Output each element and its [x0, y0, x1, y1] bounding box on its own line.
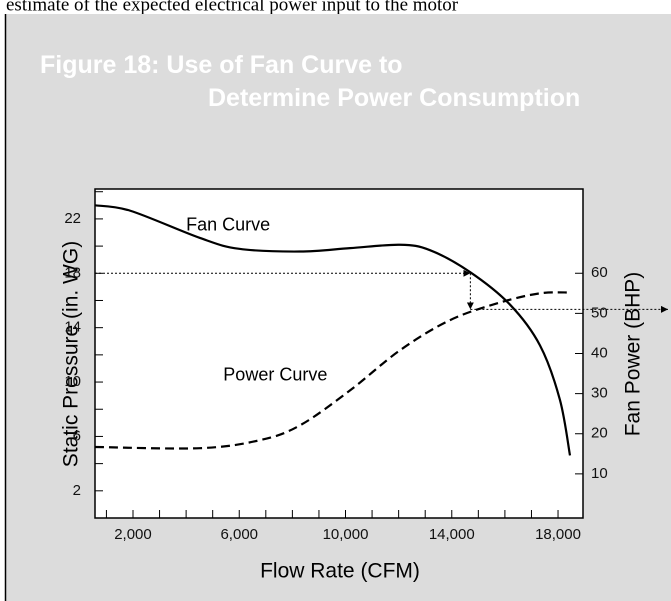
x-tick-label: 14,000 [429, 526, 475, 543]
document-text: estimate of the expected electrical powe… [6, 0, 459, 15]
series-label: Fan Curve [186, 214, 270, 234]
series-label: Power Curve [223, 364, 327, 384]
y-tick-label: 18 [64, 264, 81, 281]
y2-tick-label: 40 [591, 344, 608, 361]
chart-title-line2: Determine Power Consumption [208, 84, 580, 112]
x-tick-label: 18,000 [535, 526, 581, 543]
y-tick-label: 22 [64, 210, 81, 227]
y-axis-label: Static Pressure (in. WG) [60, 241, 83, 467]
y-tick-label: 10 [64, 373, 81, 390]
x-axis-label: Flow Rate (CFM) [260, 560, 420, 583]
series-line [95, 204, 572, 456]
y2-axis-label: Fan Power (BHP) [622, 272, 645, 437]
x-tick-label: 6,000 [220, 526, 258, 543]
y-tick-label: 14 [64, 319, 81, 336]
y2-tick-label: 60 [591, 264, 608, 281]
y2-tick-label: 50 [591, 304, 608, 321]
y2-tick-label: 20 [591, 425, 608, 442]
y2-tick-label: 30 [591, 385, 608, 402]
y-tick-label: 2 [73, 482, 81, 499]
x-tick-label: 2,000 [114, 526, 152, 543]
chart-title: Figure 18: Use of Fan Curve to [40, 51, 403, 79]
y2-tick-label: 10 [591, 465, 608, 482]
y-tick-label: 6 [73, 427, 81, 444]
x-tick-label: 10,000 [323, 526, 369, 543]
series-line [95, 291, 571, 450]
plot-area [94, 188, 584, 519]
